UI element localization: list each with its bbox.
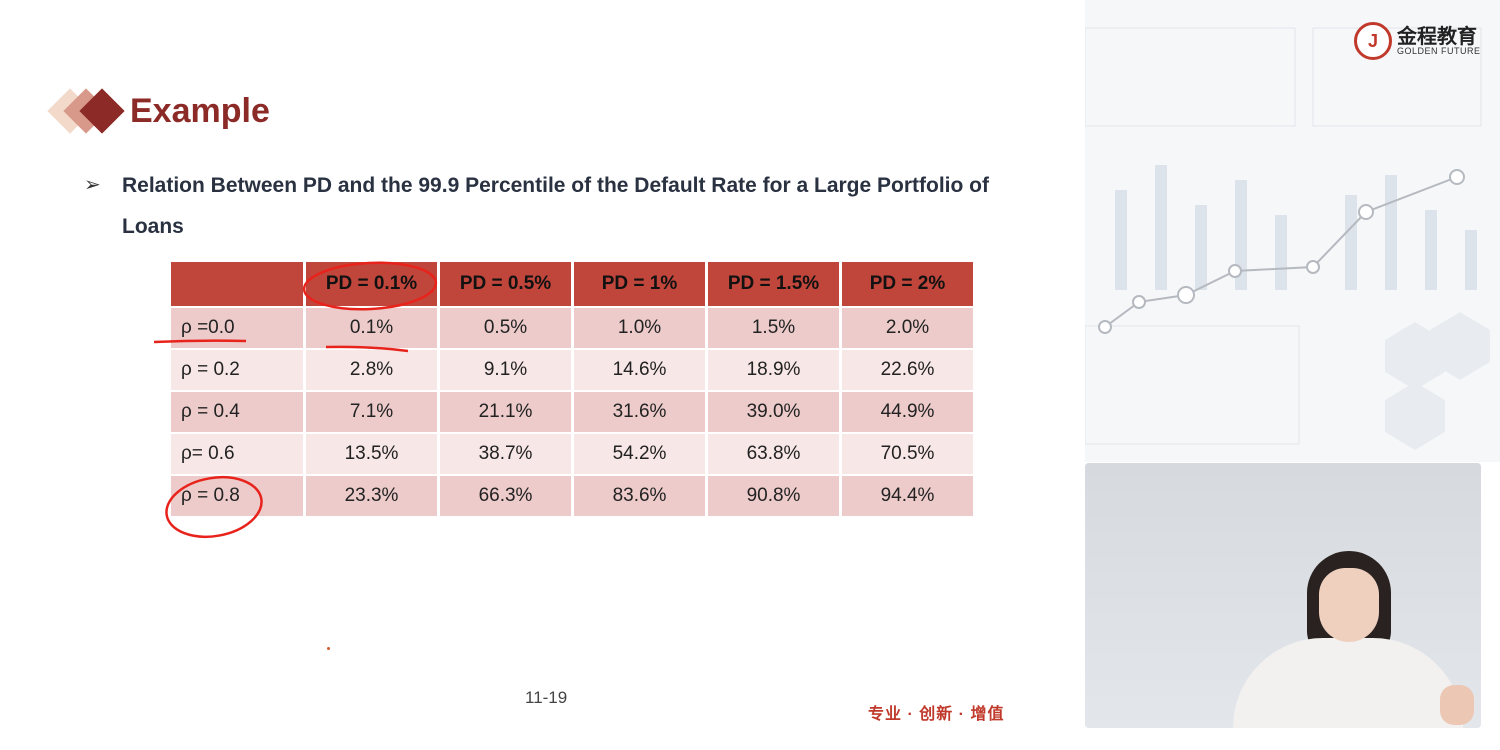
pd-table: PD = 0.1% PD = 0.5% PD = 1% PD = 1.5% PD… [168,260,976,518]
table-cell: 2.8% [306,350,437,390]
table-row: ρ =0.0 0.1% 0.5% 1.0% 1.5% 2.0% [171,308,973,348]
table-header-cell: PD = 1% [574,262,705,306]
table-cell: 23.3% [306,476,437,516]
table-cell: 39.0% [708,392,839,432]
table-cell: 9.1% [440,350,571,390]
table-cell: 18.9% [708,350,839,390]
table-cell: 0.5% [440,308,571,348]
presenter-hand [1440,685,1474,725]
table-cell: 54.2% [574,434,705,474]
logo-text: 金程教育 GOLDEN FUTURE [1397,27,1481,56]
title-row: Example [46,84,270,138]
table-cell: 7.1% [306,392,437,432]
row-label: ρ = 0.2 [171,350,303,390]
arrowhead-bullet-icon: ➢ [84,174,101,196]
table-header-cell: PD = 0.5% [440,262,571,306]
table-cell: 1.0% [574,308,705,348]
decorative-chart-graphic [1084,27,1490,450]
table-cell: 31.6% [574,392,705,432]
table-cell: 38.7% [440,434,571,474]
table-cell: 22.6% [842,350,973,390]
table-cell: 21.1% [440,392,571,432]
table-cell: 66.3% [440,476,571,516]
table-cell: 63.8% [708,434,839,474]
table-row: ρ = 0.4 7.1% 21.1% 31.6% 39.0% 44.9% [171,392,973,432]
table-cell: 2.0% [842,308,973,348]
table-cell: 70.5% [842,434,973,474]
golden-future-logo-icon: J [1354,22,1392,60]
table-cell: 90.8% [708,476,839,516]
slide: Example ➢ Relation Between PD and the 99… [46,84,1005,723]
table-row: ρ = 0.2 2.8% 9.1% 14.6% 18.9% 22.6% [171,350,973,390]
brand-logo: J 金程教育 GOLDEN FUTURE [1354,22,1481,60]
table-cell: 94.4% [842,476,973,516]
table-cell: 13.5% [306,434,437,474]
logo-chinese-name: 金程教育 [1397,25,1477,48]
slide-title: Example [130,91,270,130]
table-header-cell: PD = 2% [842,262,973,306]
row-label: ρ = 0.8 [171,476,303,516]
row-label: ρ = 0.4 [171,392,303,432]
slogan: 专业 · 创新 · 增值 [868,706,1005,723]
table-cell: 14.6% [574,350,705,390]
row-label: ρ= 0.6 [171,434,303,474]
table-cell: 44.9% [842,392,973,432]
table-cell: 1.5% [708,308,839,348]
table-row: ρ = 0.8 23.3% 66.3% 83.6% 90.8% 94.4% [171,476,973,516]
table-header-cell: PD = 1.5% [708,262,839,306]
table-header-corner [171,262,303,306]
presenter-video [1085,463,1481,728]
table-header-cell: PD = 0.1% [306,262,437,306]
title-diamonds-icon [46,84,125,138]
stray-dot [327,647,330,650]
slide-subtitle: Relation Between PD and the 99.9 Percent… [122,174,989,238]
row-label: ρ =0.0 [171,308,303,348]
presenter-face [1319,568,1379,642]
table-cell: 83.6% [574,476,705,516]
table-header-row: PD = 0.1% PD = 0.5% PD = 1% PD = 1.5% PD… [171,262,973,306]
table-row: ρ= 0.6 13.5% 38.7% 54.2% 63.8% 70.5% [171,434,973,474]
table-cell: 0.1% [306,308,437,348]
page-number: 11-19 [525,688,568,707]
logo-english-name: GOLDEN FUTURE [1397,45,1481,56]
decorative-background [1084,0,1500,462]
